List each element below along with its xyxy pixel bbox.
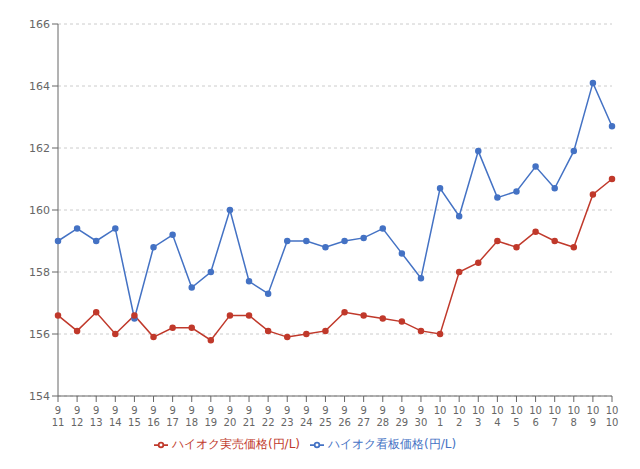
svg-text:104: 104 <box>491 405 504 428</box>
svg-text:911: 911 <box>52 405 65 428</box>
svg-text:154: 154 <box>29 390 50 403</box>
svg-text:107: 107 <box>548 405 561 428</box>
svg-text:924: 924 <box>300 405 313 428</box>
svg-text:930: 930 <box>415 405 428 428</box>
svg-text:914: 914 <box>109 405 122 428</box>
svg-text:917: 917 <box>166 405 179 428</box>
svg-text:912: 912 <box>71 405 84 428</box>
svg-text:926: 926 <box>338 405 351 428</box>
svg-text:103: 103 <box>472 405 485 428</box>
svg-text:921: 921 <box>243 405 256 428</box>
svg-text:923: 923 <box>281 405 294 428</box>
html-text:ハイオク看板価格(円/L): ハイオク看板価格(円/L) <box>328 437 457 451</box>
svg-text:922: 922 <box>262 405 275 428</box>
svg-text:927: 927 <box>357 405 370 428</box>
svg-text:166: 166 <box>29 18 50 31</box>
svg-text:162: 162 <box>29 142 50 155</box>
svg-text:929: 929 <box>395 405 408 428</box>
svg-text:928: 928 <box>376 405 389 428</box>
svg-text:109: 109 <box>587 405 600 428</box>
svg-text:101: 101 <box>434 405 447 428</box>
svg-text:105: 105 <box>510 405 523 428</box>
svg-text:158: 158 <box>29 266 50 279</box>
svg-text:919: 919 <box>204 405 217 428</box>
svg-text:916: 916 <box>147 405 160 428</box>
svg-text:102: 102 <box>453 405 466 428</box>
svg-text:106: 106 <box>529 405 542 428</box>
svg-text:918: 918 <box>185 405 198 428</box>
svg-text:920: 920 <box>224 405 237 428</box>
svg-text:156: 156 <box>29 328 50 341</box>
svg-text:915: 915 <box>128 405 141 428</box>
svg-text:108: 108 <box>567 405 580 428</box>
svg-text:160: 160 <box>29 204 50 217</box>
svg-text:913: 913 <box>90 405 103 428</box>
svg-text:925: 925 <box>319 405 332 428</box>
svg-text:164: 164 <box>29 80 50 93</box>
svg-text:1010: 1010 <box>606 405 619 428</box>
html-text:ハイオク実売価格(円/L): ハイオク実売価格(円/L) <box>171 437 300 451</box>
